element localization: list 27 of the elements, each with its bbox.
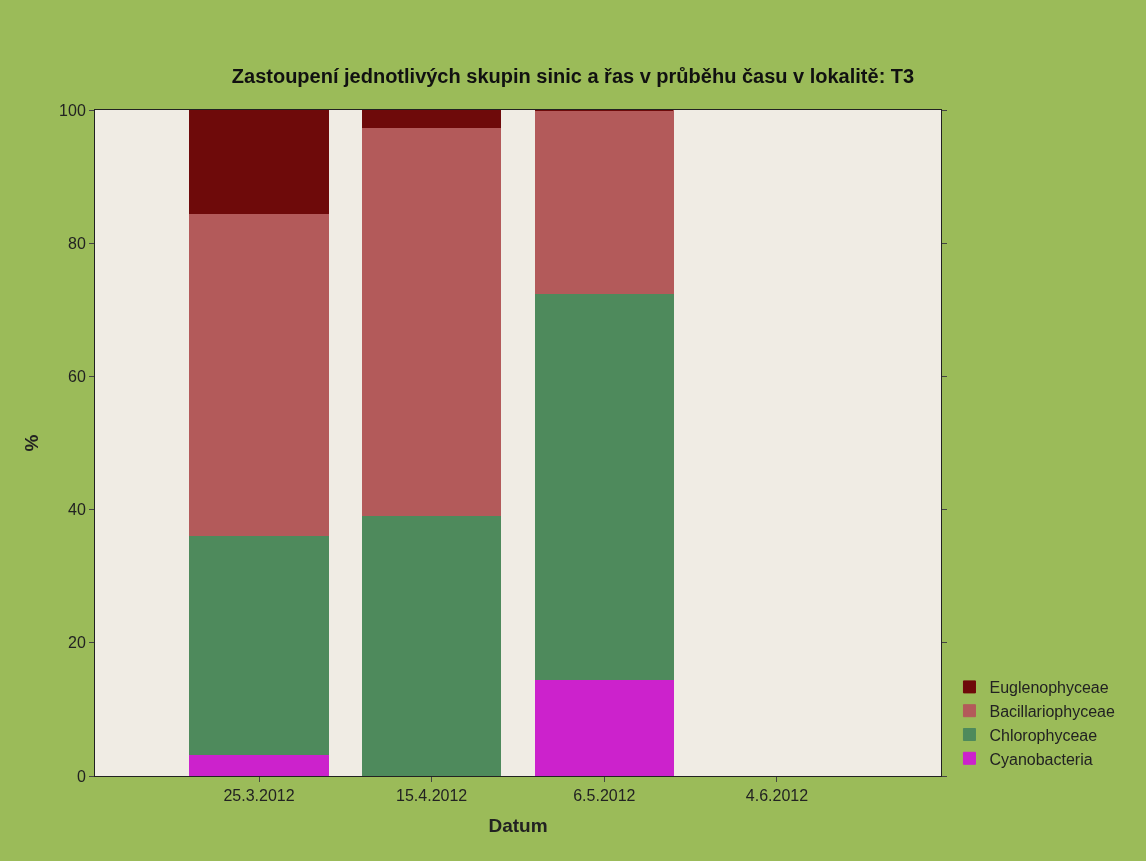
bar bbox=[362, 110, 502, 129]
legend-label: Chlorophyceae bbox=[989, 726, 1098, 744]
chart-title: Zastoupení jednotlivých skupin sinic a řas v průběhu času v lokalitě: T3 bbox=[231, 64, 915, 87]
y-tick-label: 100 bbox=[59, 101, 86, 119]
x-axis-title: Datum bbox=[488, 815, 548, 836]
y-tick-label: 0 bbox=[76, 767, 86, 785]
y-tick-label: 40 bbox=[68, 501, 86, 519]
bar bbox=[189, 535, 329, 756]
bar bbox=[362, 127, 502, 517]
y-tick-label: 80 bbox=[68, 234, 86, 252]
legend-label: Euglenophyceae bbox=[989, 679, 1109, 697]
y-axis-title: % bbox=[20, 434, 42, 452]
bar bbox=[189, 212, 329, 537]
bar bbox=[189, 110, 329, 214]
x-tick-label: 15.4.2012 bbox=[396, 787, 468, 805]
bar bbox=[534, 678, 674, 776]
legend-label: Bacillariophyceae bbox=[989, 702, 1115, 720]
x-tick-label: 6.5.2012 bbox=[573, 787, 636, 805]
bar bbox=[362, 515, 502, 776]
y-tick-label: 60 bbox=[68, 368, 86, 385]
bar bbox=[534, 110, 674, 295]
x-tick-label: 25.3.2012 bbox=[223, 787, 295, 805]
legend-label: Cyanobacteria bbox=[989, 750, 1093, 768]
y-tick-label: 20 bbox=[68, 634, 86, 652]
bar bbox=[189, 754, 329, 776]
x-tick-label: 4.6.2012 bbox=[745, 787, 809, 805]
bar bbox=[534, 293, 674, 680]
